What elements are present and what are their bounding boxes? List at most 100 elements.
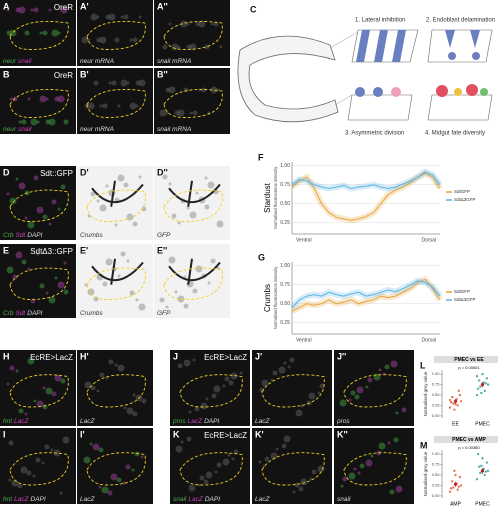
tissue-signal [159,297,165,303]
micrograph [0,350,76,426]
tissue-signal [211,393,217,399]
dashed-outline [163,21,223,50]
data-point [475,393,479,397]
tissue-signal [126,259,130,263]
tissue-signal [401,407,407,413]
tissue-signal [120,251,126,257]
tissue-signal [59,491,63,495]
tissue-signal [183,359,191,367]
annotation: p = 0.00001 [458,365,480,370]
step-label: 1. Lateral inhibition [355,18,405,24]
data-point [484,470,487,473]
legend-label: SdtGFP [454,289,470,294]
tissue-signal [45,387,53,395]
data-point [476,387,480,390]
tissue-signal [15,7,21,13]
tissue-signal [348,398,352,402]
tissue-signal [99,204,107,212]
annotation: p = 0.00350 [458,445,480,450]
tissue-signal [60,184,66,190]
panel-caption: snail LacZ DAPI [173,496,220,503]
tissue-signal [197,483,201,487]
tissue-signal [186,206,190,210]
tissue-signal [50,448,54,452]
tissue-signal [270,452,278,460]
y-tick-label: 0.25 [280,220,290,226]
x-start-label: Ventral [296,337,312,343]
image-panel: A OreR neur snail [0,0,76,66]
tissue-signal [175,445,183,453]
y-tick-label: 0.75 [280,182,290,188]
panel-label: J'' [337,351,346,361]
chart-title: PMEC vs EE [454,357,484,363]
step-label: 4. Midgut fate diversity [425,131,485,137]
data-point [452,486,455,489]
data-point [448,406,452,409]
y-axis-title: Normalised grey value [423,451,428,496]
tissue-signal [348,472,356,480]
data-point [486,469,490,473]
data-point [476,452,480,456]
tissue-signal [342,476,348,482]
x-tick-label: PMEC [475,501,490,507]
panel-caption: snail mRNA [157,126,191,133]
tissue-signal [350,390,356,396]
tissue-signal [42,214,48,220]
tissue-signal [198,88,202,92]
micrograph [0,244,76,318]
tissue-signal [60,6,68,14]
panel-caption: LacZ [80,496,95,503]
data-point [479,471,482,475]
mean-marker [480,469,485,473]
caption-word: snail [18,126,32,133]
tissue-signal [203,479,209,485]
tissue-signal [39,95,47,103]
tissue-signal [168,22,172,26]
tissue-signal [395,485,403,493]
tissue-signal [105,258,113,266]
tissue-outline [168,258,221,285]
caption-word: snail [337,496,351,503]
panel-label: E' [80,245,88,255]
tissue-signal [359,463,365,469]
panel-title: OreR [54,71,73,80]
image-panel: J'' pros [334,350,414,426]
image-panel: I' LacZ [77,428,153,504]
tissue-signal [275,447,279,451]
tissue-signal [18,182,26,190]
cell-layer [249,53,336,110]
image-panel: J EcRE>LacZ pros LacZ DAPI [170,350,250,426]
caption-word: Crb [3,232,14,239]
tissue-signal [32,474,36,478]
tissue-signal [294,482,300,488]
panel-caption: neur snail [3,126,32,133]
dashed-outline [86,267,146,300]
dashed-outline [261,374,325,408]
tissue-signal [39,31,43,35]
tissue-signal [18,6,26,14]
tissue-signal [387,441,391,445]
chart-title: PMEC vs AMP [452,437,486,443]
caption-word: pros [172,418,186,425]
tissue-signal [102,281,108,287]
dashed-outline [9,267,69,300]
dashed-outline [261,452,325,486]
image-panel: E'' GFP [154,244,230,318]
chart: F Stardust Normalised fluorescence intensi… [258,152,476,243]
tissue-signal [384,364,390,370]
tissue-signal [138,15,142,19]
tissue-signal [365,385,369,389]
tissue-signal [6,382,10,386]
step-label: 2. Endoblast delamination [426,18,495,24]
tissue-signal [132,411,138,417]
tissue-signal [123,182,129,188]
tissue-signal [132,393,136,397]
tissue-signal [261,379,269,387]
panel-label: D [3,167,10,177]
caption-word: neur mRNA [80,126,114,133]
tissue-signal [21,259,27,265]
tissue-signal [122,481,126,485]
y-tick-label: 1.00 [432,371,441,376]
tissue-signal [141,398,147,404]
